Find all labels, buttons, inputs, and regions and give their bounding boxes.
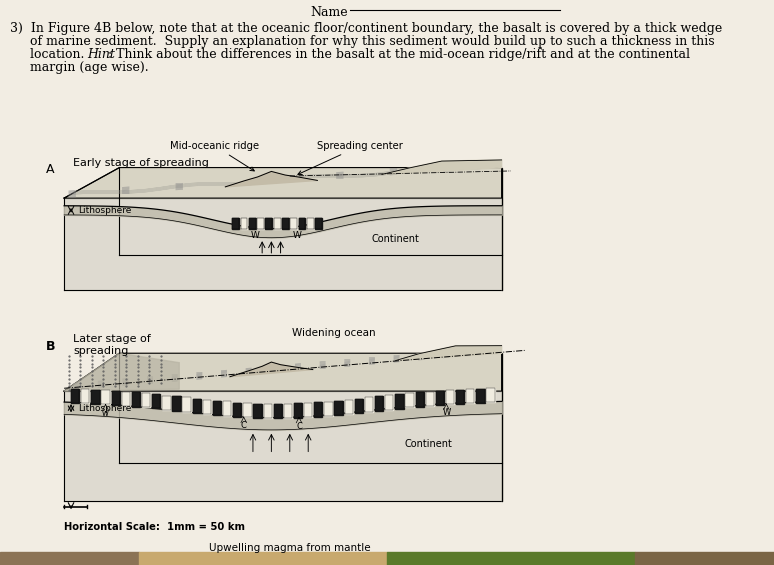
Text: spreading: spreading: [74, 346, 128, 355]
Polygon shape: [71, 389, 79, 403]
Polygon shape: [299, 219, 306, 229]
Polygon shape: [476, 389, 485, 403]
Text: C: C: [296, 421, 302, 431]
Polygon shape: [315, 219, 322, 229]
Polygon shape: [396, 346, 502, 360]
Text: location.: location.: [10, 48, 92, 61]
Bar: [387, 552, 635, 565]
Polygon shape: [396, 394, 403, 408]
Polygon shape: [282, 219, 289, 229]
Polygon shape: [314, 402, 323, 416]
Polygon shape: [142, 393, 150, 407]
Text: A: A: [46, 163, 54, 176]
Polygon shape: [101, 390, 110, 405]
Polygon shape: [265, 219, 272, 229]
Text: margin (age wise).: margin (age wise).: [10, 61, 149, 74]
Polygon shape: [230, 362, 313, 377]
Polygon shape: [203, 400, 211, 414]
Polygon shape: [193, 399, 201, 413]
Polygon shape: [257, 219, 264, 229]
Text: Early stage of spreading: Early stage of spreading: [74, 158, 209, 168]
Polygon shape: [382, 160, 502, 175]
Polygon shape: [365, 397, 373, 411]
Text: W: W: [442, 408, 450, 418]
Text: Hint: Hint: [87, 48, 115, 61]
Polygon shape: [223, 402, 231, 416]
Text: Widening ocean: Widening ocean: [292, 328, 375, 338]
Polygon shape: [253, 403, 262, 418]
Polygon shape: [64, 353, 502, 391]
Text: of marine sediment.  Supply an explanation for why this sediment would build up : of marine sediment. Supply an explanatio…: [10, 35, 714, 48]
Polygon shape: [284, 404, 292, 418]
Text: Continent: Continent: [372, 234, 420, 244]
Text: Name: Name: [310, 6, 348, 19]
Polygon shape: [334, 401, 343, 415]
Polygon shape: [173, 397, 180, 411]
Polygon shape: [486, 388, 495, 402]
Polygon shape: [64, 198, 502, 290]
Polygon shape: [466, 389, 474, 403]
Text: Mid-oceanic ridge: Mid-oceanic ridge: [170, 141, 259, 171]
Text: 3)  In Figure 4B below, note that at the oceanic floor/continent boundary, the b: 3) In Figure 4B below, note that at the …: [10, 22, 722, 35]
Polygon shape: [274, 219, 281, 229]
Polygon shape: [243, 403, 252, 418]
Text: Upwelling magma from mantle: Upwelling magma from mantle: [209, 542, 371, 553]
Polygon shape: [406, 393, 413, 407]
Text: w: w: [102, 408, 109, 418]
Polygon shape: [152, 394, 160, 408]
Polygon shape: [91, 390, 100, 404]
Bar: [139, 552, 387, 565]
Text: Lithosphere: Lithosphere: [78, 404, 132, 412]
Text: Spreading center: Spreading center: [298, 141, 403, 175]
Polygon shape: [122, 392, 130, 406]
Polygon shape: [132, 393, 140, 407]
Text: Continent: Continent: [404, 439, 452, 449]
Polygon shape: [111, 391, 120, 405]
Text: C: C: [241, 421, 247, 431]
Polygon shape: [436, 390, 444, 405]
Polygon shape: [64, 353, 180, 391]
Bar: [0, 552, 139, 565]
Polygon shape: [274, 404, 282, 418]
Polygon shape: [307, 219, 313, 229]
Polygon shape: [248, 219, 255, 229]
Polygon shape: [233, 402, 241, 417]
Polygon shape: [324, 402, 333, 416]
Polygon shape: [304, 403, 313, 417]
Polygon shape: [64, 391, 502, 501]
Polygon shape: [232, 219, 239, 229]
Text: W: W: [251, 232, 260, 240]
Polygon shape: [446, 390, 454, 405]
Polygon shape: [241, 219, 248, 229]
Polygon shape: [263, 404, 272, 418]
Text: W: W: [293, 232, 301, 240]
Text: : Think about the differences in the basalt at the mid-ocean ridge/rift and at t: : Think about the differences in the bas…: [108, 48, 690, 61]
Polygon shape: [456, 389, 464, 404]
Text: Lithosphere: Lithosphere: [78, 206, 132, 215]
Polygon shape: [416, 392, 424, 407]
Polygon shape: [426, 392, 434, 406]
Text: Later stage of: Later stage of: [74, 334, 151, 344]
Polygon shape: [375, 397, 383, 411]
Polygon shape: [81, 389, 90, 403]
Polygon shape: [64, 168, 502, 198]
Polygon shape: [294, 403, 302, 418]
Polygon shape: [183, 397, 190, 412]
Bar: [635, 552, 774, 565]
Polygon shape: [354, 399, 363, 413]
Text: B: B: [46, 340, 55, 353]
Polygon shape: [385, 396, 393, 410]
Polygon shape: [344, 399, 353, 414]
Polygon shape: [290, 219, 297, 229]
Polygon shape: [213, 401, 221, 415]
Polygon shape: [163, 396, 170, 410]
Polygon shape: [225, 171, 317, 187]
Text: Horizontal Scale:  1mm = 50 km: Horizontal Scale: 1mm = 50 km: [64, 521, 245, 532]
